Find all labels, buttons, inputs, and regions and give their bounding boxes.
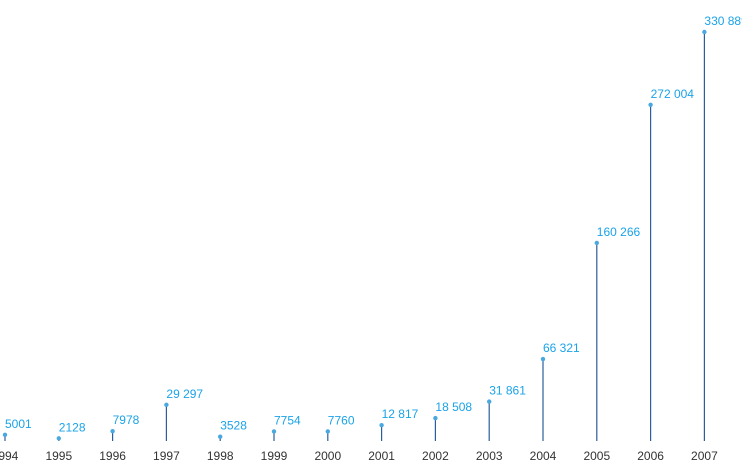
value-label-1994: 5001 bbox=[5, 417, 32, 431]
x-tick-label-1998: 1998 bbox=[207, 449, 234, 463]
value-label-2003: 31 861 bbox=[489, 384, 526, 398]
data-point-1995 bbox=[56, 436, 61, 441]
x-tick-label-2005: 2005 bbox=[583, 449, 610, 463]
value-label-1998: 3528 bbox=[220, 419, 247, 433]
value-label-2004: 66 321 bbox=[543, 341, 580, 355]
data-point-2003 bbox=[487, 399, 492, 404]
data-point-2000 bbox=[325, 429, 330, 434]
x-tick-label-2007: 2007 bbox=[691, 449, 718, 463]
x-tick-label-2004: 2004 bbox=[530, 449, 557, 463]
data-point-1997 bbox=[164, 402, 169, 407]
value-label-2006: 272 004 bbox=[651, 87, 695, 101]
value-label-2005: 160 266 bbox=[597, 225, 641, 239]
x-tick-label-2000: 2000 bbox=[314, 449, 341, 463]
data-point-1994 bbox=[2, 432, 8, 438]
data-point-2006 bbox=[648, 102, 653, 107]
value-label-2007: 330 889 bbox=[704, 14, 742, 28]
data-point-2005 bbox=[594, 240, 599, 246]
data-point-2002 bbox=[433, 415, 438, 421]
x-tick-label-2001: 2001 bbox=[368, 449, 395, 463]
data-point-1998 bbox=[218, 434, 223, 439]
value-label-2002: 18 508 bbox=[435, 400, 472, 414]
value-label-1995: 2128 bbox=[59, 420, 86, 434]
value-label-2000: 7760 bbox=[328, 413, 355, 427]
data-point-1996 bbox=[110, 428, 115, 434]
x-tick-label-2002: 2002 bbox=[422, 449, 449, 463]
x-tick-label-1999: 1999 bbox=[261, 449, 288, 463]
x-tick-label-2003: 2003 bbox=[476, 449, 503, 463]
value-label-2001: 12 817 bbox=[382, 407, 419, 421]
x-tick-label-2006: 2006 bbox=[637, 449, 664, 463]
data-point-1999 bbox=[271, 429, 277, 434]
x-tick-label-1996: 1996 bbox=[99, 449, 126, 463]
value-label-1996: 7978 bbox=[113, 413, 140, 427]
value-label-1999: 7754 bbox=[274, 413, 301, 427]
data-point-2004 bbox=[540, 356, 546, 362]
data-point-2001 bbox=[379, 422, 384, 428]
x-tick-label-1995: 1995 bbox=[45, 449, 72, 463]
data-point-2007 bbox=[702, 29, 707, 35]
x-tick-label-1997: 1997 bbox=[153, 449, 180, 463]
value-label-1997: 29 297 bbox=[166, 387, 203, 401]
